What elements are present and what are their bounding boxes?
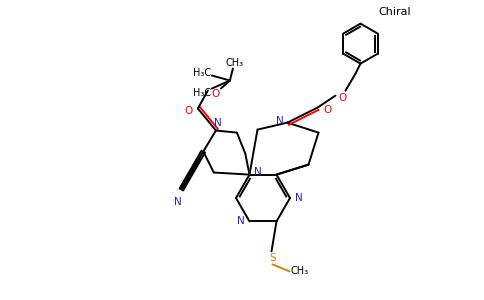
Text: N: N — [237, 216, 244, 226]
Text: O: O — [338, 93, 347, 103]
Text: CH₃: CH₃ — [226, 58, 244, 68]
Text: S: S — [269, 254, 276, 263]
Text: N: N — [295, 193, 303, 203]
Text: H₃C: H₃C — [193, 68, 211, 77]
Text: O: O — [212, 88, 220, 98]
Text: O: O — [323, 105, 332, 115]
Text: O: O — [185, 106, 193, 116]
Text: CH₃: CH₃ — [290, 266, 309, 276]
Text: Chiral: Chiral — [378, 7, 411, 16]
Text: H₃C: H₃C — [193, 88, 211, 98]
Text: N: N — [254, 167, 261, 177]
Text: N: N — [174, 196, 182, 206]
Text: N: N — [275, 116, 283, 126]
Text: N: N — [214, 118, 222, 128]
Polygon shape — [180, 152, 203, 190]
